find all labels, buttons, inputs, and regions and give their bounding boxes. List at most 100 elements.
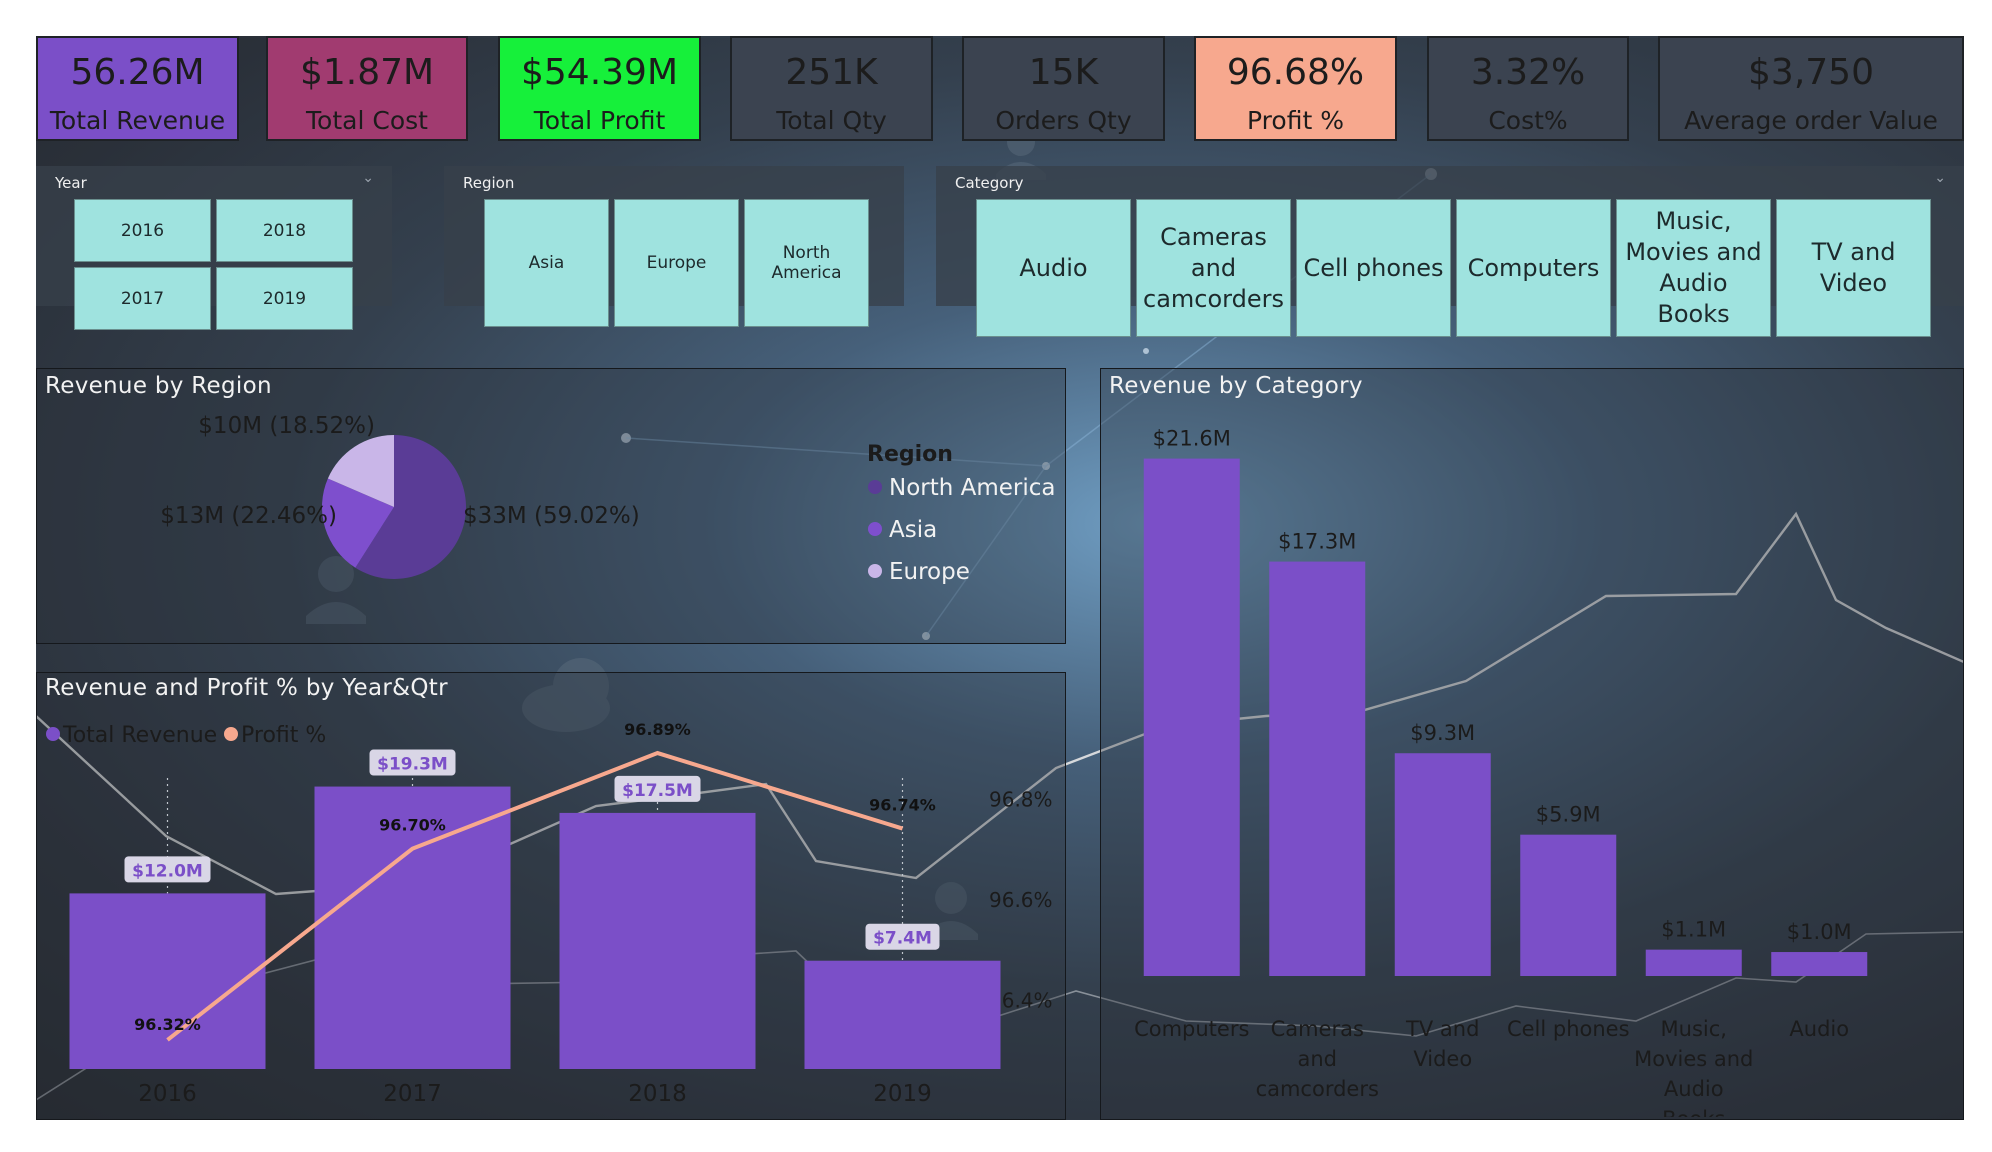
- pie-legend-item[interactable]: Europe: [889, 559, 970, 585]
- kpi-cost-pct: 3.32% Cost%: [1427, 36, 1629, 141]
- x-tick-label: 2018: [628, 1081, 687, 1107]
- region-option-north-america[interactable]: North America: [744, 199, 869, 327]
- category-data-label: $17.3M: [1278, 530, 1356, 554]
- region-option-europe[interactable]: Europe: [614, 199, 739, 327]
- revenue-data-label: $17.5M: [622, 781, 693, 801]
- y-right-tick-label: 96.8%: [989, 787, 1053, 811]
- year-slicer: Year ⌄ 2016 2018 2017 2019: [36, 166, 392, 330]
- revenue-bar-2018[interactable]: [559, 812, 756, 1069]
- kpi-profit-pct: 96.68% Profit %: [1194, 36, 1397, 141]
- category-bar[interactable]: [1143, 458, 1240, 977]
- kpi-avg-order-value: $3,750 Average order Value: [1658, 36, 1964, 141]
- year-slicer-title: Year: [55, 174, 87, 192]
- region-pie-chart: $33M (59.02%) $13M (22.46%) $10M (18.52%) R…: [160, 413, 1056, 585]
- category-option-cameras[interactable]: Cameras and camcorders: [1136, 199, 1291, 337]
- chevron-down-icon[interactable]: ⌄: [1934, 170, 1946, 186]
- category-tick-label: Cell phones: [1507, 1017, 1630, 1041]
- revenue-by-category-chart: $21.6M Computers $17.3M Cameras and camcorder…: [1134, 427, 1868, 1117]
- kpi-label: Total Revenue: [49, 106, 226, 135]
- kpi-total-revenue: 56.26M Total Revenue: [36, 36, 239, 141]
- kpi-value: 3.32%: [1470, 52, 1586, 93]
- category-bar[interactable]: [1645, 949, 1742, 976]
- profit-data-label: 96.74%: [869, 796, 936, 815]
- combo-legend-item[interactable]: Total Revenue: [62, 723, 217, 748]
- dashboard: 56.26M Total Revenue $1.87M Total Cost $…: [36, 36, 1964, 1120]
- revenue-by-region-panel: Revenue by Region $33M (59.02%) $13M (22.…: [36, 368, 1066, 644]
- legend-swatch: [224, 727, 238, 741]
- pie-legend-item[interactable]: North America: [889, 475, 1056, 501]
- revenue-data-label: $7.4M: [873, 929, 932, 949]
- category-slicer-title: Category: [955, 174, 1024, 192]
- year-option-2016[interactable]: 2016: [74, 199, 211, 262]
- revenue-profit-title: Revenue and Profit % by Year&Qtr: [45, 675, 448, 701]
- pie-slice-asia[interactable]: [322, 478, 394, 568]
- pie-legend-item[interactable]: Asia: [889, 517, 937, 543]
- category-option-audio[interactable]: Audio: [976, 199, 1131, 337]
- kpi-total-profit: $54.39M Total Profit: [498, 36, 701, 141]
- pie-slice-europe[interactable]: [327, 435, 394, 507]
- revenue-bar-2019[interactable]: [804, 960, 1001, 1069]
- kpi-value: 251K: [785, 52, 878, 93]
- bar-label-bg: [865, 923, 940, 950]
- pie-data-label: $13M (22.46%): [160, 503, 337, 529]
- profit-data-label: 96.89%: [624, 720, 691, 739]
- category-tick-label: Audio: [1789, 1017, 1849, 1041]
- category-tick-label: Computers: [1134, 1017, 1249, 1041]
- category-tick-label: Audio: [1664, 1077, 1724, 1101]
- kpi-value: 15K: [1028, 52, 1099, 93]
- category-bar[interactable]: [1520, 834, 1617, 976]
- region-option-asia[interactable]: Asia: [484, 199, 609, 327]
- combo-legend-item[interactable]: Profit %: [241, 723, 326, 748]
- bar-label-bg: [124, 856, 211, 883]
- category-data-label: $1.0M: [1787, 920, 1852, 944]
- year-option-2017[interactable]: 2017: [74, 267, 211, 330]
- user-silhouette-icon-2: [935, 882, 967, 914]
- category-option-cell-phones[interactable]: Cell phones: [1296, 199, 1451, 337]
- kpi-label: Total Profit: [533, 106, 666, 135]
- revenue-bar-2017[interactable]: [314, 786, 511, 1069]
- legend-swatch: [868, 564, 882, 578]
- category-data-label: $1.1M: [1661, 918, 1726, 942]
- kpi-label: Profit %: [1247, 106, 1344, 135]
- revenue-data-label: $12.0M: [132, 861, 203, 881]
- kpi-label: Average order Value: [1684, 106, 1938, 135]
- kpi-orders-qty: 15K Orders Qty: [962, 36, 1165, 141]
- category-tick-label: and: [1297, 1047, 1337, 1071]
- revenue-bar-2016[interactable]: [69, 893, 266, 1069]
- category-data-label: $21.6M: [1153, 427, 1231, 451]
- profit-data-label: 96.70%: [379, 816, 446, 835]
- category-tick-label: Music,: [1661, 1017, 1727, 1041]
- revenue-by-category-title: Revenue by Category: [1109, 373, 1363, 399]
- kpi-value: $1.87M: [299, 52, 435, 93]
- x-tick-label: 2017: [383, 1081, 442, 1107]
- category-data-label: $5.9M: [1536, 803, 1601, 827]
- revenue-by-region-title: Revenue by Region: [45, 373, 272, 399]
- kpi-label: Total Cost: [306, 106, 428, 135]
- bar-label-bg: [614, 775, 701, 802]
- category-tick-label: Cameras: [1271, 1017, 1364, 1041]
- category-tick-label: camcorders: [1256, 1077, 1379, 1101]
- region-slicer-title: Region: [463, 174, 515, 192]
- year-option-2018[interactable]: 2018: [216, 199, 353, 262]
- category-tick-label: Books: [1662, 1107, 1725, 1117]
- category-bar[interactable]: [1269, 561, 1366, 976]
- chevron-down-icon[interactable]: ⌄: [362, 170, 374, 186]
- category-option-computers[interactable]: Computers: [1456, 199, 1611, 337]
- category-option-tv-video[interactable]: TV and Video: [1776, 199, 1931, 337]
- pie-data-label: $33M (59.02%): [463, 503, 640, 529]
- legend-swatch: [868, 522, 882, 536]
- category-bar[interactable]: [1394, 753, 1491, 976]
- legend-swatch: [46, 727, 60, 741]
- category-option-music-movies[interactable]: Music, Movies and Audio Books: [1616, 199, 1771, 337]
- pie-data-label: $10M (18.52%): [198, 413, 375, 439]
- kpi-label: Cost%: [1488, 106, 1568, 135]
- profit-pct-line[interactable]: [166, 750, 904, 1042]
- user-silhouette-icon: [318, 556, 354, 592]
- year-option-2019[interactable]: 2019: [216, 267, 353, 330]
- category-data-label: $9.3M: [1410, 721, 1475, 745]
- revenue-data-label: $19.3M: [377, 755, 448, 775]
- category-tick-label: Video: [1413, 1047, 1472, 1071]
- category-bar[interactable]: [1771, 952, 1868, 976]
- kpi-label: Orders Qty: [995, 106, 1132, 135]
- pie-slice-north-america[interactable]: [355, 435, 467, 579]
